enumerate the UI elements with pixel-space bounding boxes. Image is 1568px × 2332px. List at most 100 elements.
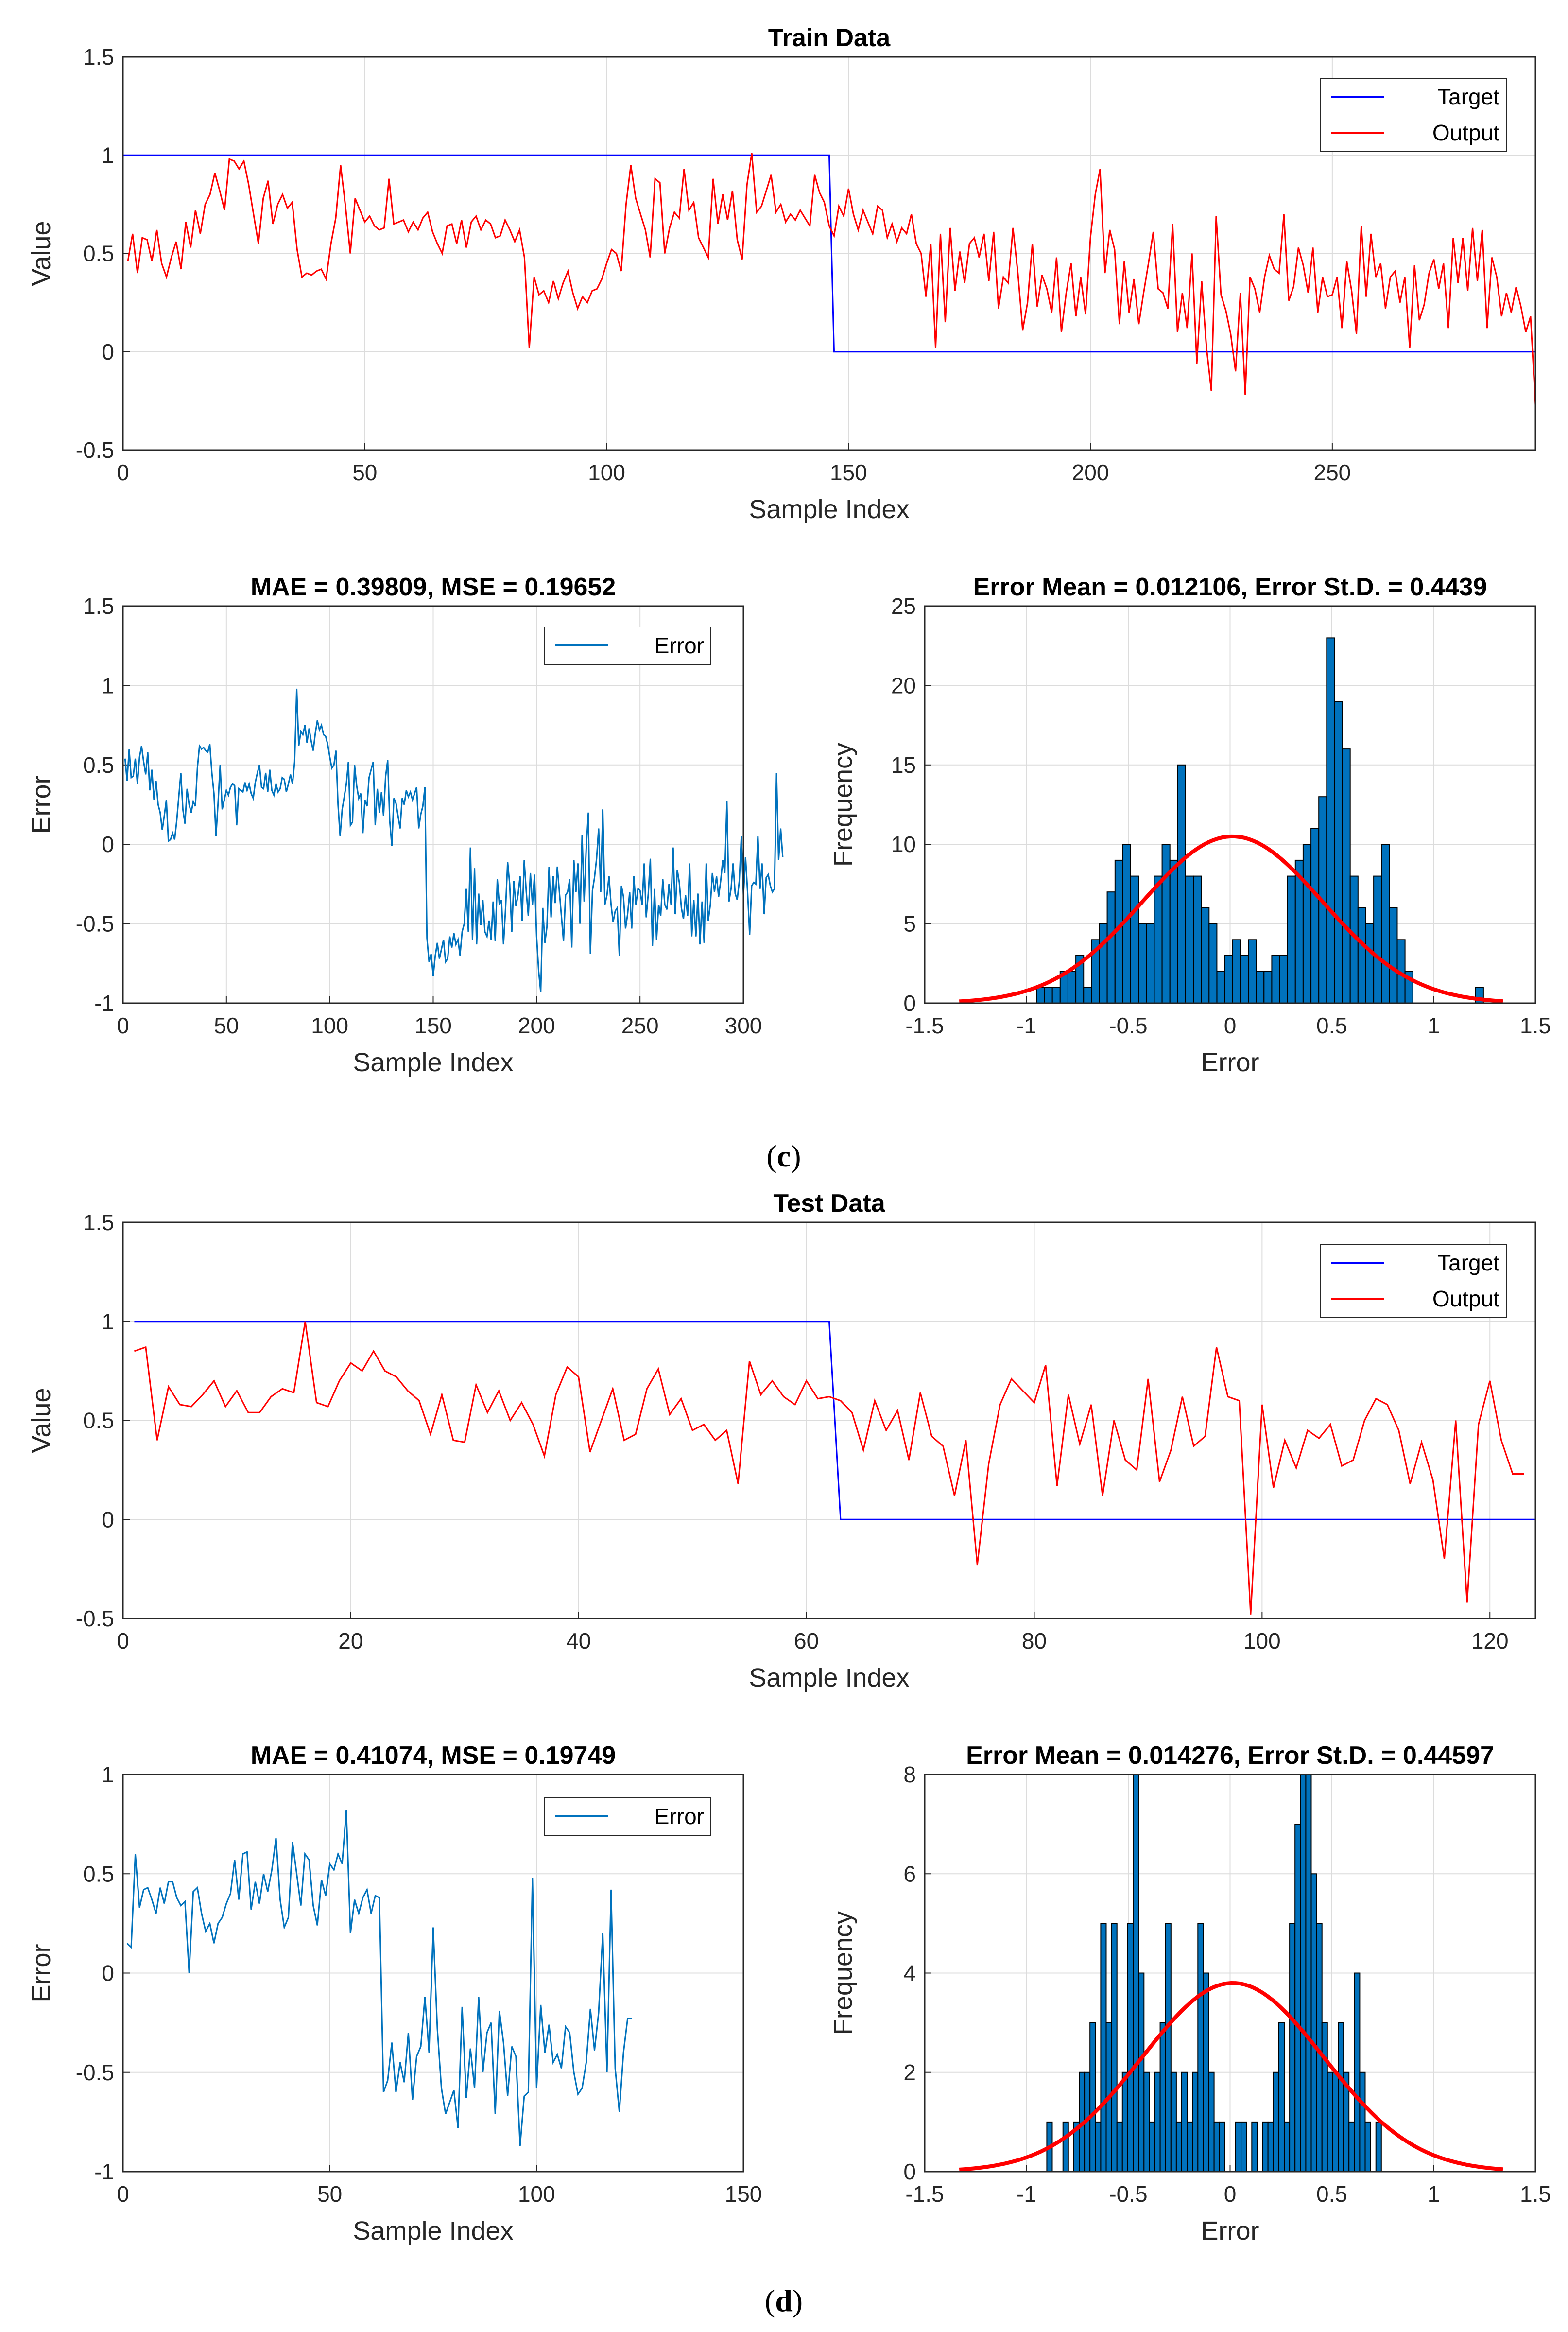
histogram-bar xyxy=(1106,891,1116,1004)
histogram-bar xyxy=(1287,875,1296,1004)
histogram-bar xyxy=(1373,875,1382,1004)
histogram-bar xyxy=(1248,939,1257,1004)
histogram-bar xyxy=(1284,2121,1291,2172)
histogram-bar xyxy=(1192,2071,1199,2173)
histogram-bar xyxy=(1185,875,1194,1004)
x-axis-label: Sample Index xyxy=(353,1048,513,1077)
x-tick-label: 40 xyxy=(566,1628,591,1653)
histogram-bar xyxy=(1271,955,1280,1004)
histogram-bar xyxy=(1359,2071,1366,2173)
histogram-bar xyxy=(1278,2022,1285,2173)
axes-box xyxy=(122,1221,1536,1619)
histogram-bar xyxy=(1177,764,1186,1004)
axes-box xyxy=(924,605,1536,1004)
x-tick-label: 0.5 xyxy=(1316,1013,1347,1038)
histogram-bar xyxy=(1099,923,1108,1004)
axes-box xyxy=(122,605,744,1004)
histogram-bar xyxy=(1216,971,1225,1004)
y-tick-label: -0.5 xyxy=(76,437,114,463)
x-tick-label: 100 xyxy=(311,1013,348,1038)
histogram-bar xyxy=(1348,2121,1355,2172)
histogram-bar xyxy=(1138,923,1147,1004)
legend: Target Output xyxy=(1320,78,1507,152)
y-tick-label: 1 xyxy=(102,1309,114,1334)
histogram-bar xyxy=(1389,907,1398,1004)
histogram-bar xyxy=(1208,923,1218,1004)
y-tick-label: -1 xyxy=(94,2159,114,2184)
histogram-bar xyxy=(1219,2121,1225,2172)
x-tick-label: -1.5 xyxy=(905,2181,944,2207)
legend-label-error: Error xyxy=(655,1804,704,1829)
histogram-bar xyxy=(1263,971,1273,1004)
histogram-bar xyxy=(1338,2022,1344,2173)
x-tick-label: 0 xyxy=(1224,1013,1237,1038)
x-tick-label: 1 xyxy=(1428,2181,1440,2207)
legend: Target Output xyxy=(1320,1244,1507,1318)
x-axis-label: Sample Index xyxy=(353,2216,513,2245)
y-tick-label: 0.5 xyxy=(83,1861,114,1886)
x-axis-label: Sample Index xyxy=(749,495,909,524)
y-tick-label: 1 xyxy=(102,1762,114,1787)
histogram-bar xyxy=(1154,875,1163,1004)
x-tick-label: 150 xyxy=(830,460,867,485)
x-tick-label: 0 xyxy=(117,1628,129,1653)
histogram-bar xyxy=(1224,955,1233,1004)
x-tick-label: 0.5 xyxy=(1316,2181,1347,2207)
chart-title: Error Mean = 0.012106, Error St.D. = 0.4… xyxy=(973,573,1487,601)
y-tick-label: 1 xyxy=(102,142,114,168)
y-tick-label: -1 xyxy=(94,991,114,1016)
histogram-bar xyxy=(1130,875,1139,1004)
target-series-line xyxy=(123,154,1535,353)
histogram-bar xyxy=(1095,2121,1102,2172)
error-series-line xyxy=(124,688,784,992)
y-tick-label: 4 xyxy=(903,1961,916,1986)
output-series-line xyxy=(134,1321,1524,1615)
x-tick-label: 0 xyxy=(117,2181,129,2207)
histogram-bar xyxy=(1193,875,1202,1004)
y-tick-label: 10 xyxy=(891,832,916,857)
histogram-bar xyxy=(1262,2121,1269,2172)
histogram-bar xyxy=(1146,923,1155,1004)
x-tick-label: 300 xyxy=(725,1013,762,1038)
x-tick-label: 1.5 xyxy=(1520,2181,1551,2207)
y-tick-label: 8 xyxy=(903,1762,916,1787)
y-tick-label: 0.5 xyxy=(83,241,114,266)
histogram-bar xyxy=(1111,1923,1118,2172)
legend-label-output: Output xyxy=(1432,120,1499,145)
train-error-histogram: -1.5 -1 -0.5 0 0.5 1 1.5 0 5 10 15 20 25 Error Mean =… xyxy=(828,573,1551,1077)
y-axis-label: Frequency xyxy=(828,1911,858,2035)
histogram-bar xyxy=(1267,2121,1274,2172)
x-axis-label: Error xyxy=(1201,2216,1259,2245)
axes-box xyxy=(122,56,1536,451)
x-tick-label: 0 xyxy=(1224,2181,1237,2207)
y-tick-label: 1.5 xyxy=(83,593,114,619)
x-tick-label: -1 xyxy=(1017,2181,1036,2207)
histogram-bar xyxy=(1375,2121,1382,2172)
y-axis-label: Error xyxy=(27,775,56,834)
histogram-bar xyxy=(1305,1774,1312,2172)
normal-fit-curve xyxy=(959,1981,1503,2172)
x-tick-label: 50 xyxy=(214,1013,239,1038)
histogram-bar xyxy=(1310,1873,1317,2173)
x-tick-label: 250 xyxy=(1313,460,1351,485)
histogram-bar xyxy=(1169,859,1178,1004)
histogram-bar xyxy=(1133,1774,1139,2172)
histogram-bar xyxy=(1289,1923,1296,2172)
histogram-bar xyxy=(1068,971,1077,1004)
x-axis-label: Error xyxy=(1201,1048,1259,1077)
test-error-plot: 0 50 100 150 -1 -0.5 0 0.5 1 MAE = 0.41074, MSE =… xyxy=(27,1741,762,2245)
y-tick-label: 0 xyxy=(102,1507,114,1532)
output-series-line xyxy=(127,153,1535,405)
y-tick-label: -0.5 xyxy=(76,2060,114,2085)
normal-fit-curve xyxy=(959,834,1503,1004)
y-tick-label: 0 xyxy=(903,991,916,1016)
histogram-bar xyxy=(1154,2071,1161,2173)
histogram-bar xyxy=(1357,907,1366,1004)
x-tick-label: -1 xyxy=(1017,1013,1036,1038)
x-tick-label: 100 xyxy=(518,2181,555,2207)
y-tick-label: -0.5 xyxy=(76,911,114,937)
histogram-bar xyxy=(1181,2071,1188,2173)
x-tick-label: 200 xyxy=(1072,460,1109,485)
